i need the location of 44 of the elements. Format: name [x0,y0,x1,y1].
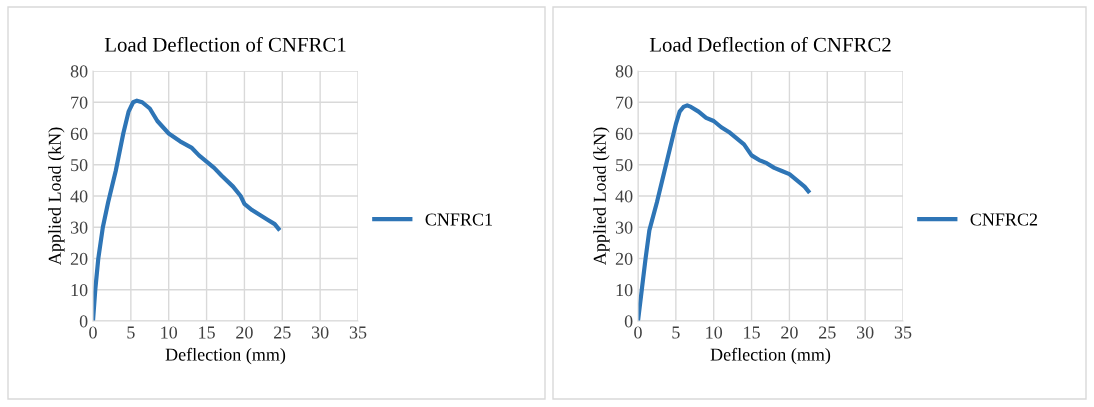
y-tick-label: 80 [70,65,88,78]
y-tick-label: 30 [70,221,88,234]
x-tick-label: 15 [744,326,760,339]
x-axis-title: Deflection (mm) [165,347,286,365]
x-axis-title: Deflection (mm) [710,347,831,365]
y-tick-label: 70 [71,96,88,109]
x-tick-label: 20 [781,326,798,339]
x-tick-label: 25 [819,326,836,339]
y-axis-title: Applied Load (kN) [48,127,65,266]
line-series [638,103,811,321]
chart-title: Load Deflection of CNFRC1 [104,36,346,52]
y-tick-label: 0 [79,315,88,328]
y-tick-label: 20 [615,252,633,265]
x-tick-label: 35 [894,326,912,339]
x-tick-label: 30 [311,326,329,339]
y-tick-label: 10 [71,284,88,297]
y-axis-title: Applied Load (kN) [593,127,610,266]
y-tick-label: 70 [616,96,633,109]
line-series [93,98,281,321]
x-tick-label: 5 [127,326,135,339]
legend-label: CNFRC1 [425,213,492,226]
x-tick-label: 35 [349,326,367,339]
y-tick-label: 30 [615,221,633,234]
y-tick-label: 40 [70,190,88,203]
x-tick-label: 20 [236,326,253,339]
y-tick-label: 80 [615,65,633,78]
chart-title: Load Deflection of CNFRC2 [649,36,891,52]
legend-label: CNFRC2 [970,213,1038,226]
x-tick-label: 0 [634,326,642,339]
x-tick-label: 10 [161,326,178,339]
x-tick-label: 5 [672,326,680,339]
y-tick-label: 10 [616,284,633,297]
x-tick-label: 10 [706,326,723,339]
y-tick-label: 50 [71,159,88,172]
y-tick-label: 50 [616,159,633,172]
x-tick-label: 25 [274,326,291,339]
y-tick-label: 0 [624,315,633,328]
y-tick-label: 40 [615,190,633,203]
x-tick-label: 15 [199,326,215,339]
x-tick-label: 30 [856,326,874,339]
y-tick-label: 20 [70,252,88,265]
y-tick-label: 60 [70,127,88,140]
y-tick-label: 60 [615,127,633,140]
x-tick-label: 0 [89,326,97,339]
